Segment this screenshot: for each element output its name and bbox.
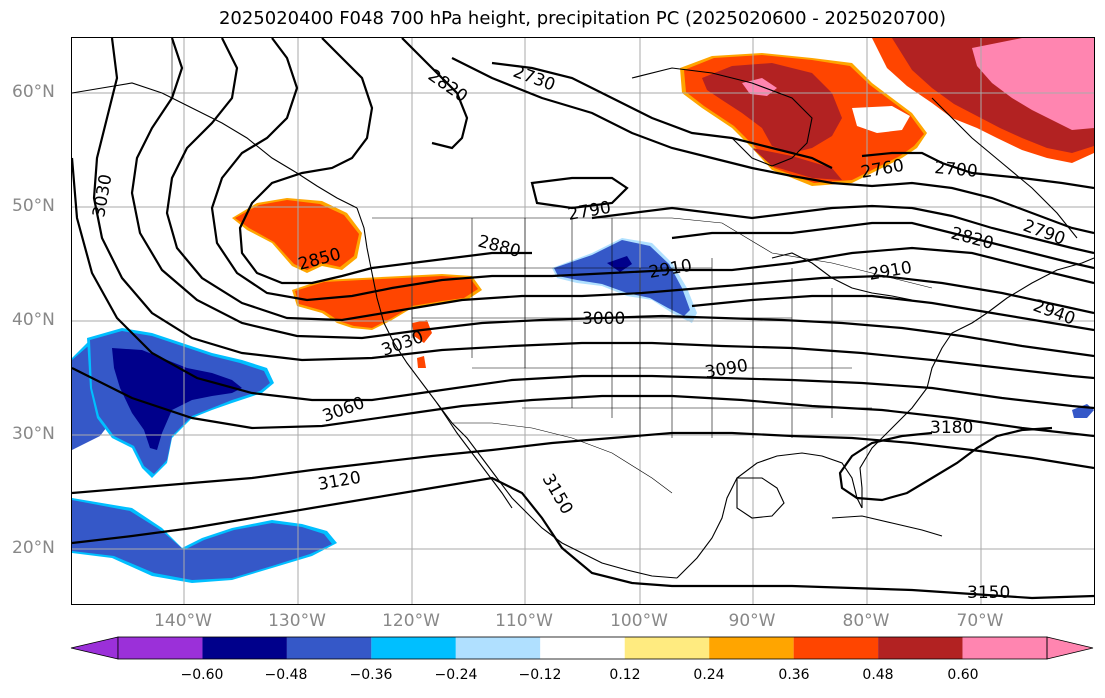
neg-anomaly-plains-mid — [554, 240, 690, 316]
contour-label-2880: 2880 — [476, 232, 523, 263]
colorbar-segment — [962, 637, 1047, 659]
colorbar-segments — [70, 636, 1094, 660]
contour-3030 — [92, 38, 1094, 380]
colorbar-segment — [793, 637, 879, 659]
lat-label-30n: 30°N — [12, 424, 55, 444]
political-borders — [171, 38, 933, 494]
border-us-canada — [372, 217, 933, 289]
contour-label-2940: 2940 — [1030, 296, 1077, 330]
contour-label-2790-east: 2790 — [1020, 216, 1067, 250]
lon-label-130w: 130°W — [268, 611, 326, 631]
colorbar-segment — [371, 637, 456, 659]
lon-label-100w: 100°W — [610, 611, 668, 631]
contour-2820-east — [671, 221, 1094, 270]
colorbar-segment — [624, 637, 710, 659]
map-panel: 2820 2730 3030 2850 2880 2790 2910 3000 … — [71, 37, 1095, 605]
contour-label-2730: 2730 — [510, 62, 557, 96]
colorbar-segment — [540, 637, 625, 659]
lat-label-40n: 40°N — [12, 310, 55, 330]
colorbar-outline — [117, 636, 1048, 660]
contour-2790 — [530, 176, 629, 210]
contour-label-3000: 3000 — [582, 309, 625, 329]
colorbar-segment — [709, 637, 794, 659]
coast-yucatan — [736, 477, 785, 519]
lon-label-140w: 140°W — [154, 611, 212, 631]
contour-3060 — [72, 157, 1094, 410]
contour-2700 — [861, 151, 1094, 190]
coast-west — [356, 207, 678, 579]
contour-label-2820: 2820 — [424, 66, 471, 107]
lon-label-80w: 80°W — [842, 611, 890, 631]
colorbar-arrow-left — [70, 636, 119, 660]
contour-label-3150-east: 3150 — [967, 583, 1010, 603]
contour-label-2910-east: 2910 — [867, 258, 913, 285]
border-us-mexico — [452, 422, 673, 494]
contour-2940 — [691, 294, 1094, 332]
contour-label-3060: 3060 — [320, 393, 367, 427]
colorbar-tick-neg036: −0.36 — [349, 667, 393, 683]
contour-label-2700: 2700 — [934, 158, 979, 182]
colorbar-segment — [878, 637, 963, 659]
height-contours — [72, 38, 1094, 600]
contour-2760 — [451, 57, 1094, 235]
lon-label-70w: 70°W — [956, 611, 1004, 631]
contour-label-3180: 3180 — [930, 418, 973, 438]
coastlines — [72, 67, 1094, 579]
coast-hudson — [631, 67, 813, 167]
coast-gulf — [676, 452, 863, 579]
contour-2820 — [401, 38, 469, 150]
lon-label-110w: 110°W — [495, 611, 553, 631]
map-canvas: 2820 2730 3030 2850 2880 2790 2910 3000 … — [72, 38, 1094, 604]
colorbar-tick-pos036: 0.36 — [778, 667, 810, 683]
lat-label-60n: 60°N — [12, 82, 55, 102]
colorbar-segment — [202, 637, 287, 659]
colorbar-tick-neg048: −0.48 — [264, 667, 308, 683]
pos-anomaly-baja — [412, 320, 432, 368]
neg-anomaly-pacific-west-deep — [112, 348, 242, 450]
contour-3000 — [130, 38, 1094, 358]
lat-label-20n: 20°N — [12, 538, 55, 558]
pos-anomaly-pacific-nw-inner — [235, 200, 359, 270]
pos-anomaly-canada-red — [702, 63, 842, 180]
lon-label-120w: 120°W — [382, 611, 440, 631]
precip-shading — [72, 38, 1094, 583]
contour-3090 — [72, 367, 1094, 438]
contour-3120 — [72, 431, 1094, 495]
colorbar-tick-pos060: 0.60 — [947, 667, 979, 683]
pos-anomaly-ne-pink — [972, 38, 1094, 130]
contour-2850 — [238, 38, 532, 285]
contour-2880 — [210, 38, 1094, 302]
contour-3150 — [72, 476, 1094, 600]
colorbar-tick-pos024: 0.24 — [693, 667, 725, 683]
colorbar-tick-pos048: 0.48 — [862, 667, 894, 683]
colorbar-segment — [455, 637, 541, 659]
coast-alaska — [72, 82, 358, 209]
colorbar-arrow-right — [1046, 636, 1094, 660]
colorbar-tick-pos012: 0.12 — [609, 667, 641, 683]
coast-cuba — [831, 515, 943, 537]
coast-labrador — [931, 97, 1078, 239]
lat-label-50n: 50°N — [12, 196, 55, 216]
coast-east — [859, 257, 1094, 508]
contour-label-3120: 3120 — [316, 468, 362, 495]
neg-anomaly-pacific-south-mid — [72, 335, 332, 580]
border-states — [411, 218, 872, 438]
contour-label-2790: 2790 — [566, 198, 612, 225]
contour-label-3030-west: 3030 — [89, 173, 116, 219]
coast-greatlakes — [771, 252, 913, 301]
contour-3180 — [838, 426, 1053, 502]
colorbar-tick-neg060: −0.60 — [180, 667, 224, 683]
lon-label-90w: 90°W — [728, 611, 776, 631]
colorbar-tick-neg012: −0.12 — [518, 667, 562, 683]
map-title: 2025020400 F048 700 hPa height, precipit… — [218, 8, 947, 29]
colorbar-segment — [118, 637, 203, 659]
pos-anomaly-west-inner — [295, 276, 478, 328]
colorbar-tick-neg024: −0.24 — [434, 667, 478, 683]
contour-label-3150-mid: 3150 — [538, 471, 577, 518]
contour-2790-east — [591, 204, 1094, 255]
contour-2730 — [491, 61, 833, 169]
colorbar-segment — [286, 637, 372, 659]
contour-2910 — [165, 38, 1094, 322]
